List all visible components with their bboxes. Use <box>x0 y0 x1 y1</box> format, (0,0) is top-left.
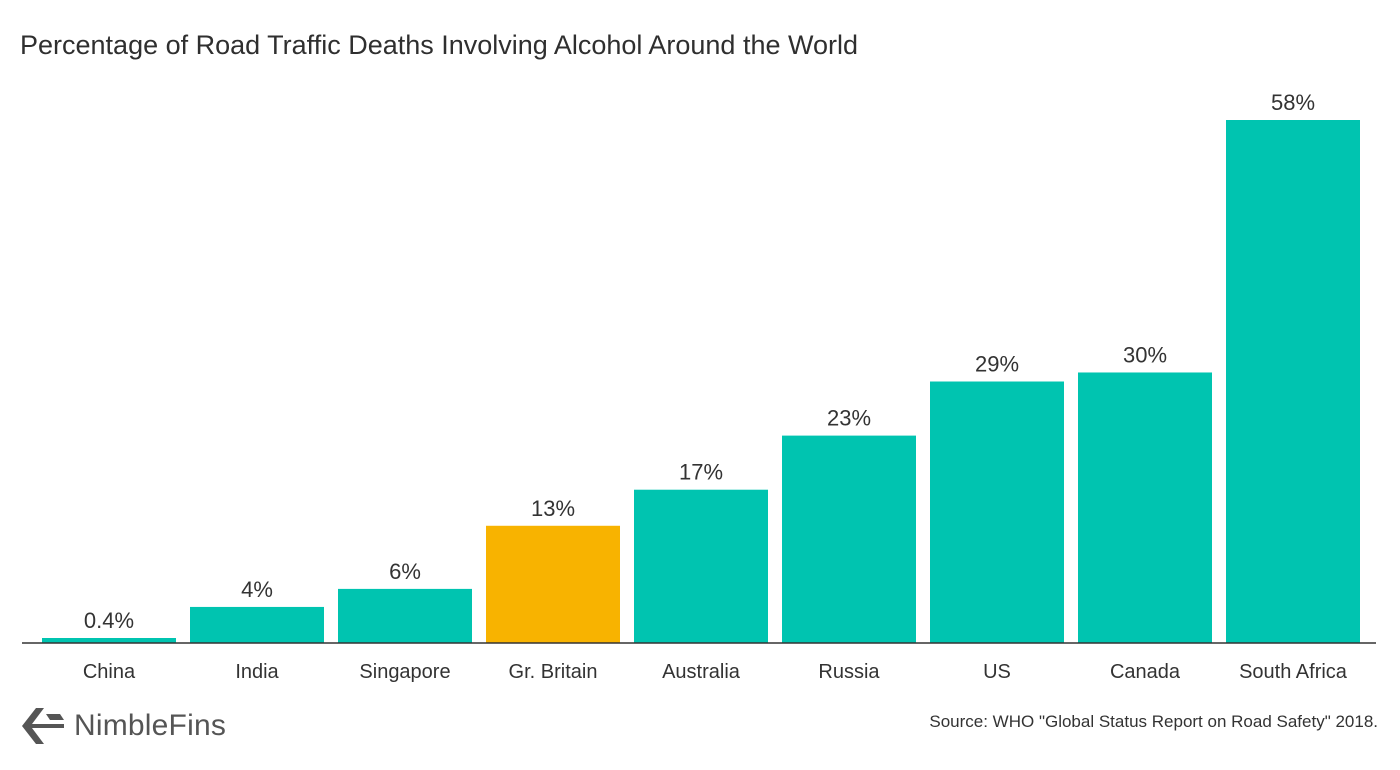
data-label-india: 4% <box>241 577 273 602</box>
bars-layer <box>42 120 1360 643</box>
bar-singapore <box>338 588 472 643</box>
bar-us <box>930 381 1064 643</box>
category-label-australia: Australia <box>662 661 741 683</box>
bar-india <box>190 606 324 643</box>
chart-title: Percentage of Road Traffic Deaths Involv… <box>20 30 859 60</box>
bar-chart: 0.4% 4% 6% 13% 17% 23% 29% 30% 58% China India Sin… <box>22 90 1376 683</box>
data-label-gr-britain: 13% <box>531 496 575 521</box>
bar-canada <box>1078 372 1212 643</box>
category-label-south-africa: South Africa <box>1239 661 1348 683</box>
data-label-australia: 17% <box>679 460 723 485</box>
bar-australia <box>634 489 768 643</box>
category-label-gr-britain: Gr. Britain <box>509 661 598 683</box>
data-labels-layer: 0.4% 4% 6% 13% 17% 23% 29% 30% 58% <box>84 90 1315 633</box>
brand-name: NimbleFins <box>74 709 227 742</box>
bar-russia <box>782 435 916 643</box>
category-labels-layer: China India Singapore Gr. Britain Australia R… <box>83 661 1348 683</box>
category-label-russia: Russia <box>818 661 880 683</box>
bar-china <box>42 638 176 643</box>
brand-logo: NimbleFins <box>20 704 226 748</box>
source-note: Source: WHO "Global Status Report on Roa… <box>929 712 1378 731</box>
data-label-us: 29% <box>975 352 1019 377</box>
category-label-china: China <box>83 661 136 683</box>
data-label-china: 0.4% <box>84 608 134 633</box>
category-label-india: India <box>235 661 279 683</box>
data-label-singapore: 6% <box>389 559 421 584</box>
category-label-canada: Canada <box>1110 661 1181 683</box>
bar-gr-britain <box>486 525 620 643</box>
data-label-russia: 23% <box>827 406 871 431</box>
data-label-canada: 30% <box>1123 342 1167 367</box>
bar-south-africa <box>1226 120 1360 643</box>
data-label-south-africa: 58% <box>1271 90 1315 115</box>
nimblefins-logo-icon <box>22 708 64 744</box>
category-label-singapore: Singapore <box>359 661 450 683</box>
category-label-us: US <box>983 661 1011 683</box>
